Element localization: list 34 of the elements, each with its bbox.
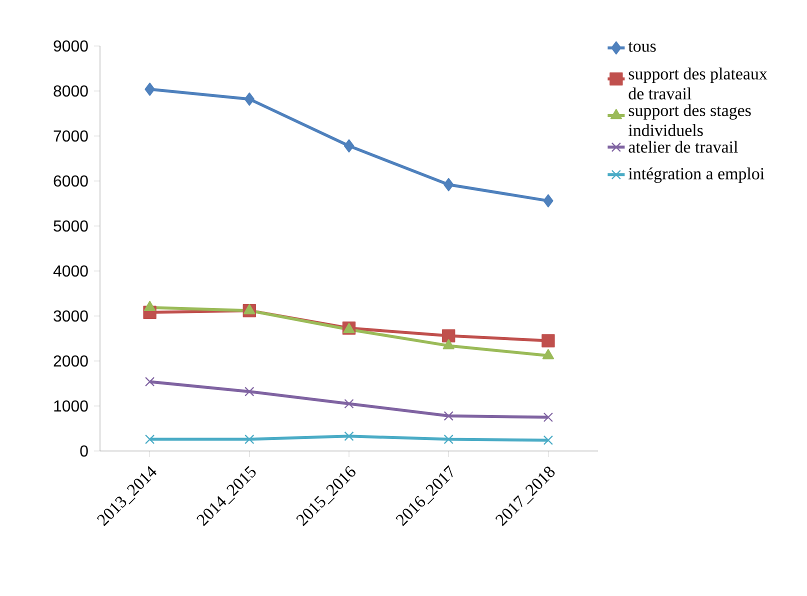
y-tick-label: 7000 xyxy=(54,130,88,142)
point xyxy=(144,300,156,312)
point xyxy=(442,329,456,342)
y-tick-label: 6000 xyxy=(54,175,88,187)
point xyxy=(543,412,554,422)
legend-label: atelier de travail xyxy=(628,140,738,153)
legend-label: intégration a emploi xyxy=(628,167,764,183)
point xyxy=(444,178,454,192)
point xyxy=(144,376,155,387)
point xyxy=(442,339,454,350)
y-tick-label: 3000 xyxy=(54,310,88,322)
y-tick-label: 1000 xyxy=(54,400,88,412)
point xyxy=(344,398,354,409)
point xyxy=(542,349,554,360)
point xyxy=(244,92,254,106)
point xyxy=(144,82,155,96)
point xyxy=(344,139,354,152)
y-tick-label: 0 xyxy=(80,445,88,457)
point xyxy=(543,194,554,208)
point xyxy=(244,434,254,444)
point xyxy=(444,411,454,421)
point xyxy=(344,431,354,441)
y-tick-label: 2000 xyxy=(54,355,88,367)
point xyxy=(144,434,155,444)
y-tick-label: 9000 xyxy=(54,40,88,52)
point xyxy=(244,386,254,396)
y-tick-label: 5000 xyxy=(54,220,88,232)
y-tick-label: 4000 xyxy=(53,265,88,277)
point xyxy=(542,334,555,348)
point xyxy=(444,434,454,444)
point xyxy=(543,435,554,446)
point xyxy=(244,304,256,314)
y-tick-label: 8000 xyxy=(54,85,88,97)
legend-label: tous xyxy=(628,42,656,52)
